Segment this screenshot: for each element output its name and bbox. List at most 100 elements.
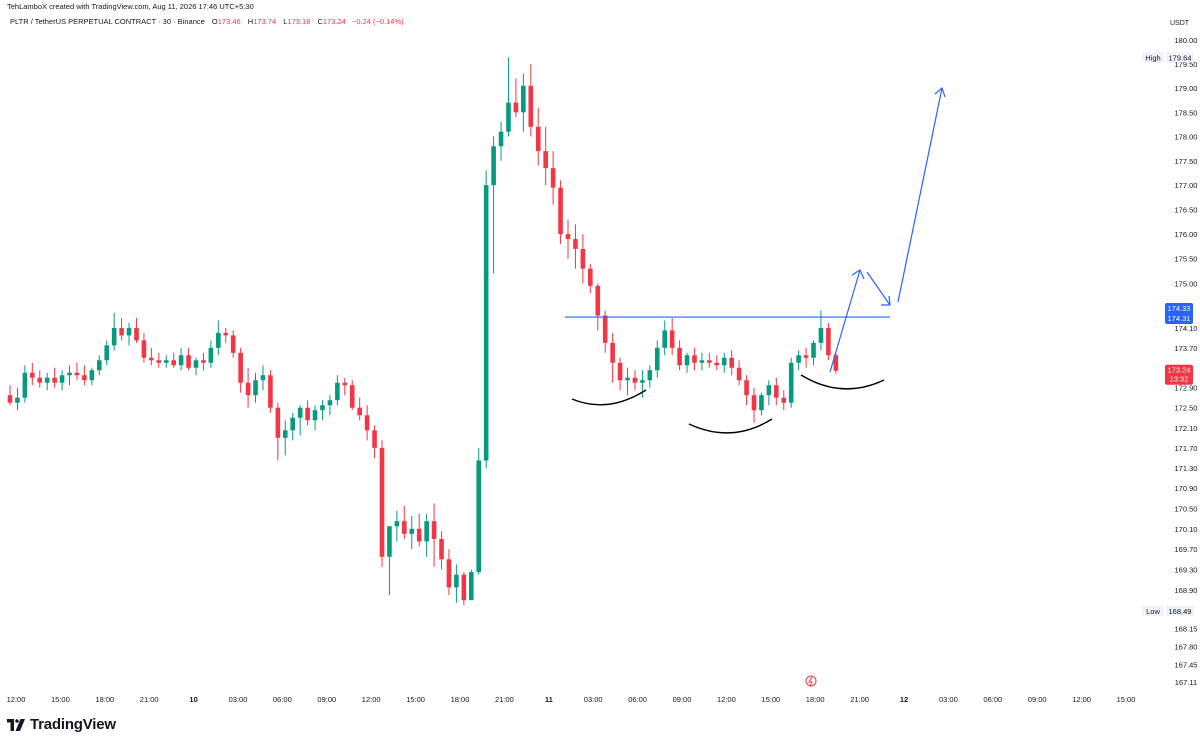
candle <box>632 370 638 391</box>
candle <box>461 572 467 606</box>
candle-body <box>744 380 749 396</box>
candle <box>186 347 191 371</box>
candle-body <box>588 268 593 286</box>
candle <box>736 360 742 386</box>
time-tick-label: 09:00 <box>1028 695 1047 704</box>
price-tick-label: 178.00 <box>1175 133 1198 142</box>
candle-body <box>818 327 824 343</box>
candle-body <box>67 372 72 376</box>
candle-body <box>654 347 660 371</box>
candle <box>506 57 511 137</box>
change-value: −0.24 (−0.14%) <box>351 17 404 26</box>
tradingview-brand: TradingView <box>30 716 116 733</box>
candle-body <box>216 332 221 348</box>
time-tick-label: 12:00 <box>362 695 381 704</box>
candle <box>15 387 20 411</box>
candle <box>7 385 13 406</box>
candle-body <box>171 360 176 366</box>
candle-body <box>163 360 169 363</box>
price-axis: 180.00 179.50 179.00 178.50 178.00 177.50 177.… <box>1175 36 1198 687</box>
candle <box>372 425 377 458</box>
candle <box>468 569 474 601</box>
candle-body <box>342 382 348 386</box>
candle <box>588 263 593 294</box>
candle <box>654 340 660 378</box>
high-label: High <box>1145 53 1160 62</box>
chart-credit: TehLamboX created with TradingView.com, … <box>7 2 254 11</box>
candle-body <box>141 340 147 358</box>
candle-body <box>461 574 467 601</box>
candle-body <box>498 131 504 147</box>
candle <box>320 400 325 421</box>
symbol-legend[interactable]: PLTR / TetherUS PERPETUAL CONTRACT · 30 … <box>10 17 404 26</box>
candle-body <box>580 248 586 269</box>
candle-body <box>74 372 80 376</box>
candle <box>387 526 392 596</box>
candle <box>580 234 586 284</box>
candle <box>223 327 229 343</box>
candle-body <box>625 377 630 381</box>
time-tick-label: 12:00 <box>717 695 736 704</box>
candle-body <box>297 407 303 418</box>
price-tick-label: 175.50 <box>1175 255 1198 264</box>
candle-body <box>595 285 601 316</box>
price-tick-label: 168.90 <box>1175 586 1198 595</box>
candle <box>833 352 839 374</box>
candle-body <box>766 385 772 396</box>
last-price-value: 173.24 <box>1168 366 1191 375</box>
candle <box>67 365 72 386</box>
candle-body <box>89 370 95 381</box>
candle <box>662 320 668 356</box>
candle <box>573 224 578 269</box>
candle-body <box>617 362 623 381</box>
time-tick-label: 12:00 <box>7 695 26 704</box>
price-tick-label: 167.80 <box>1175 642 1198 651</box>
candle <box>305 400 310 426</box>
candle <box>766 380 772 406</box>
candle <box>439 531 444 570</box>
candle <box>714 355 720 371</box>
candle <box>774 377 779 406</box>
price-tick-label: 171.70 <box>1175 444 1198 453</box>
candle-body <box>528 85 534 127</box>
price-tick-label: 170.10 <box>1175 525 1198 534</box>
price-tick-label: 172.50 <box>1175 404 1198 413</box>
candle-body <box>558 187 563 235</box>
candle <box>230 330 236 358</box>
projection-arrow-target-head <box>934 86 946 98</box>
candle-body <box>104 345 110 361</box>
candle-body <box>372 430 377 448</box>
candle <box>595 283 601 331</box>
candle-body <box>379 447 385 557</box>
candle-body <box>201 360 206 363</box>
symbol-name[interactable]: PLTR / TetherUS PERPETUAL CONTRACT · 30 … <box>10 17 205 26</box>
candle-body <box>59 375 65 383</box>
candle-body <box>402 521 407 534</box>
candle-body <box>335 382 340 401</box>
candle-body <box>565 234 571 240</box>
candle <box>342 377 348 396</box>
candle <box>171 352 176 368</box>
candle <box>550 151 556 205</box>
candle <box>424 513 429 557</box>
candle-body <box>82 375 87 381</box>
time-tick-label: 12 <box>900 695 908 704</box>
candle <box>163 355 169 368</box>
candle-body <box>230 335 236 353</box>
candle-body <box>37 377 43 383</box>
candle <box>729 350 734 376</box>
candle-body <box>357 407 362 416</box>
tradingview-logo[interactable]: TradingView <box>7 716 116 733</box>
candle-body <box>253 380 258 396</box>
candle-body <box>550 168 556 188</box>
candle <box>640 370 645 398</box>
candle-body <box>364 415 370 431</box>
lightning-icon-bolt <box>808 676 813 687</box>
candle <box>803 347 809 368</box>
time-tick-label: 18:00 <box>451 695 470 704</box>
head-arc <box>688 418 773 434</box>
candle-body <box>468 572 474 601</box>
candle <box>201 352 206 371</box>
candle-body <box>610 342 615 363</box>
